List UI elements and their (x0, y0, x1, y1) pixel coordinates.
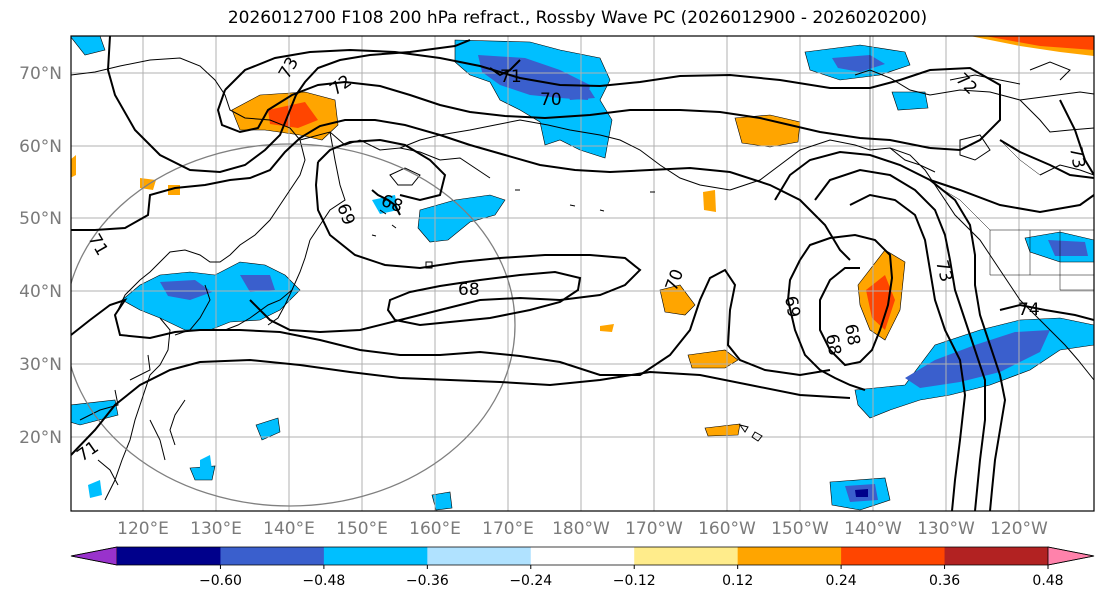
map-frame (70, 35, 1095, 512)
lon-label: 140°W (844, 519, 902, 539)
colorbar-segment (427, 547, 532, 565)
lon-label: 150°E (336, 519, 388, 539)
political-borders (869, 36, 1094, 291)
colorbar-tick-label: −0.12 (613, 573, 656, 589)
graticule (71, 36, 1094, 511)
lon-label: 130°W (917, 519, 975, 539)
colorbar-tick-label: −0.24 (509, 573, 552, 589)
contour-label: 74 (1018, 300, 1040, 320)
colorbar-outline (70, 546, 1095, 566)
lat-label: 40°N (19, 282, 62, 302)
lon-label: 150°W (771, 519, 829, 539)
colorbar-extend-high (1047, 546, 1095, 566)
colorbar-segment (220, 547, 325, 565)
colorbar-tick-label: −0.36 (406, 573, 449, 589)
coastlines (71, 57, 1094, 501)
contour-label: 73 (1065, 145, 1088, 170)
colorbar-segment (841, 547, 946, 565)
lat-label: 70°N (19, 64, 62, 84)
colorbar-segment (737, 547, 842, 565)
lat-label: 30°N (19, 355, 62, 375)
contour-label: 68 (840, 322, 863, 347)
lat-label: 60°N (19, 137, 62, 157)
colorbar-segment (634, 547, 739, 565)
colorbar-tick-label: −0.60 (199, 573, 242, 589)
contour-label: 71 (500, 67, 522, 87)
colorbar-tick-label: 0.24 (826, 573, 857, 589)
latitude-labels: 70°N 60°N 50°N 40°N 30°N 20°N (19, 64, 62, 448)
colorbar-tick-label: −0.48 (302, 573, 345, 589)
colorbar-tick-label: 0.48 (1032, 573, 1063, 589)
colorbar-segment (323, 547, 428, 565)
contour-label: 69 (780, 294, 803, 319)
colorbar-tick-label: 0.12 (722, 573, 753, 589)
lon-label: 140°E (263, 519, 315, 539)
refractivity-contours (71, 36, 1094, 511)
lat-label: 20°N (19, 428, 62, 448)
map-title: 2026012700 F108 200 hPa refract., Rossby… (227, 8, 928, 28)
lat-label: 50°N (19, 209, 62, 229)
contour-label: 68 (458, 280, 480, 300)
contour-label: 70 (540, 90, 562, 110)
lon-label: 160°W (698, 519, 756, 539)
colorbar-extend-low (70, 546, 118, 566)
lon-label: 120°E (117, 519, 169, 539)
colorbar-segment (944, 547, 1049, 565)
lon-label: 120°W (990, 519, 1048, 539)
lon-label: 170°W (625, 519, 683, 539)
colorbar-segment (530, 547, 635, 565)
colorbar: −0.60 −0.48 −0.36 −0.24 −0.12 0.12 0.24 0.36 0.4… (70, 546, 1095, 589)
colorbar-segment (117, 547, 221, 565)
colorbar-tick-label: 0.36 (929, 573, 960, 589)
lon-label: 130°E (190, 519, 242, 539)
longitude-labels: 120°E 130°E 140°E 150°E 160°E 170°E 180°… (117, 519, 1048, 539)
lon-label: 160°E (409, 519, 461, 539)
great-circle-ring (71, 143, 516, 507)
lon-label: 170°E (482, 519, 534, 539)
contour-label: 68 (821, 332, 844, 357)
lon-label: 180°W (552, 519, 610, 539)
